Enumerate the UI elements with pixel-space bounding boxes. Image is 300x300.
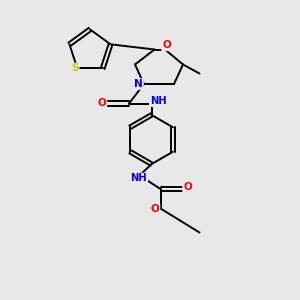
Text: NH: NH <box>150 96 166 106</box>
Text: O: O <box>162 40 171 50</box>
Text: O: O <box>183 182 192 193</box>
Text: O: O <box>98 98 106 109</box>
Text: NH: NH <box>130 173 147 184</box>
Text: O: O <box>151 204 160 214</box>
Text: S: S <box>71 64 79 74</box>
Text: N: N <box>134 79 143 89</box>
